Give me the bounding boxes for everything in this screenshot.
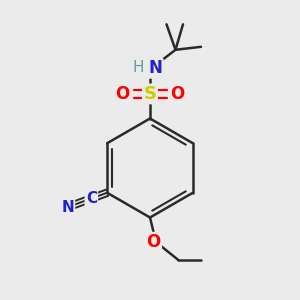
Text: H: H: [133, 60, 144, 75]
Text: N: N: [61, 200, 74, 214]
Text: C: C: [86, 191, 97, 206]
Text: O: O: [115, 85, 130, 103]
Text: O: O: [146, 233, 161, 251]
Text: O: O: [170, 85, 185, 103]
Text: N: N: [148, 59, 162, 77]
Text: S: S: [143, 85, 157, 103]
